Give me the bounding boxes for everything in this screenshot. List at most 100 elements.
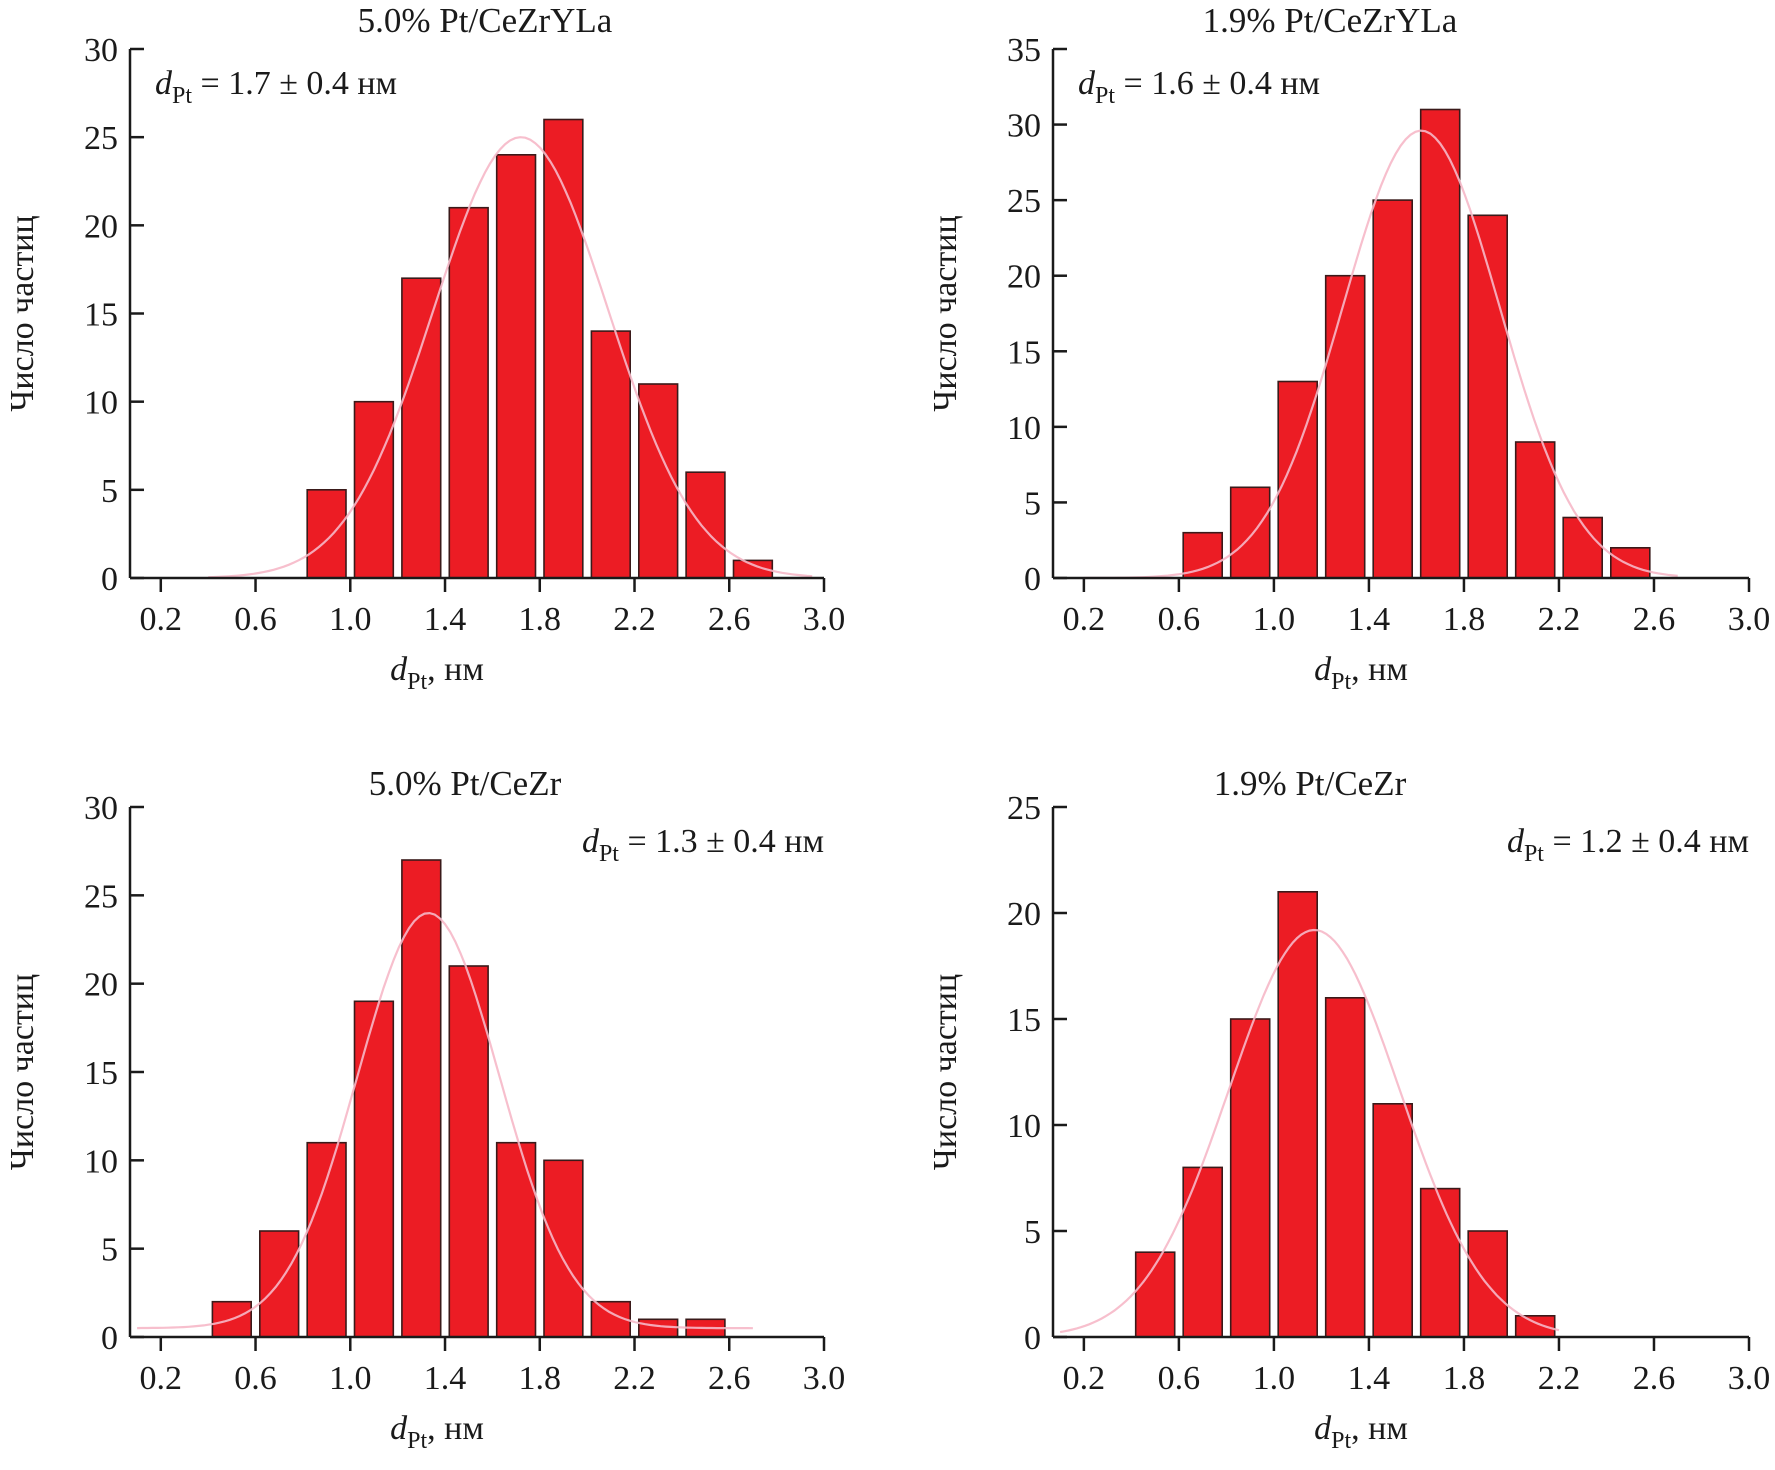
mean-size-annotation-text: = 1.7 ± 0.4 нм [192, 65, 397, 102]
x-tick-label: 1.0 [1253, 601, 1296, 638]
x-tick-label: 0.2 [140, 601, 183, 638]
y-tick-label: 5 [1024, 1214, 1041, 1251]
y-tick-label: 15 [1007, 1002, 1041, 1039]
x-tick-label: 1.4 [424, 601, 467, 638]
y-tick-label: 30 [1007, 108, 1041, 145]
histogram-panel-tr: 1.9% Pt/CeZrYLa 0 5 10 15 20 25 30 35 0.2 0.6 1.0 1.… [927, 1, 1770, 695]
x-tick-label: 0.6 [234, 601, 277, 638]
x-tick-label: 2.6 [1633, 601, 1676, 638]
histogram-bar [590, 330, 632, 579]
x-axis-label-text: , нм [1351, 651, 1408, 688]
x-tick-label: 3.0 [803, 601, 846, 638]
chart-title: 1.9% Pt/CeZrYLa [1203, 1, 1458, 40]
x-tick-label: 3.0 [1728, 601, 1771, 638]
histogram-bar [1324, 274, 1366, 579]
y-tick-label: 30 [84, 32, 118, 69]
x-tick-label: 2.2 [613, 1360, 656, 1397]
histogram-bar [1419, 1187, 1461, 1338]
x-tick-label: 1.0 [329, 1360, 372, 1397]
y-axis-label: Число частиц [4, 974, 41, 1170]
histogram-bar [543, 118, 584, 579]
histogram-panel-br: 1.9% Pt/CeZr 0 5 10 15 20 25 0.2 0.6 1.0 1.4 1.8 2.2… [927, 764, 1770, 1454]
histogram-bar [495, 1141, 537, 1338]
mean-size-annotation: dPt = 1.6 ± 0.4 нм [1078, 65, 1320, 109]
mean-size-annotation: dPt = 1.3 ± 0.4 нм [582, 823, 824, 867]
y-tick-label: 5 [101, 1232, 118, 1269]
x-tick-label: 1.8 [1443, 601, 1486, 638]
histogram-bar [401, 277, 442, 579]
x-axis-label-var: d [390, 651, 408, 688]
y-tick-label: 0 [101, 1320, 118, 1357]
x-tick-label: 1.0 [1253, 1360, 1296, 1397]
histogram-bar [1610, 546, 1651, 579]
x-tick-label: 1.8 [1443, 1360, 1486, 1397]
y-tick-label: 25 [84, 120, 118, 157]
y-tick-label: 0 [1024, 561, 1041, 598]
histogram-panel-tl: 5.0% Pt/CeZrYLa 0 5 10 15 20 25 30 0.2 0.6 1.0 1.4 1… [4, 1, 845, 695]
x-tick-label: 0.6 [1158, 601, 1201, 638]
y-tick-label: 5 [1024, 485, 1041, 522]
x-tick-label: 3.0 [803, 1360, 846, 1397]
mean-size-annotation: dPt = 1.2 ± 0.4 нм [1507, 823, 1749, 867]
y-axis-label: Число частиц [927, 974, 964, 1170]
x-tick-label: 1.4 [1348, 601, 1391, 638]
x-axis-label-text: , нм [1351, 1410, 1408, 1447]
y-tick-label: 10 [84, 1143, 118, 1180]
x-tick-label: 1.4 [1348, 1360, 1391, 1397]
gaussian-fit-curve [208, 136, 813, 579]
x-tick-label: 3.0 [1728, 1360, 1771, 1397]
gaussian-fit-curve [1059, 928, 1560, 1334]
x-tick-label: 0.2 [140, 1360, 183, 1397]
histogram-bar [353, 1000, 395, 1338]
chart-title: 1.9% Pt/CeZr [1214, 764, 1407, 803]
mean-size-annotation: dPt = 1.7 ± 0.4 нм [155, 65, 397, 109]
x-axis-label-var: d [390, 1410, 408, 1447]
y-tick-label: 20 [84, 208, 118, 245]
histogram-bar [637, 1318, 679, 1338]
x-tick-label: 2.2 [1538, 601, 1581, 638]
histogram-bar [1419, 108, 1461, 579]
x-tick-label: 1.4 [424, 1360, 467, 1397]
x-axis-label-sub: Pt [1331, 669, 1351, 695]
x-tick-label: 2.6 [708, 601, 751, 638]
histogram-bar [1277, 890, 1318, 1338]
x-tick-label: 2.6 [708, 1360, 751, 1397]
mean-size-annotation-var: d [1507, 823, 1525, 860]
histogram-bar [1324, 996, 1366, 1338]
histogram-bar [1514, 441, 1556, 579]
y-tick-label: 15 [84, 1055, 118, 1092]
y-tick-label: 20 [84, 967, 118, 1004]
x-axis-label-text: , нм [427, 651, 484, 688]
x-tick-label: 0.2 [1063, 1360, 1106, 1397]
y-tick-label: 25 [1007, 183, 1041, 220]
y-tick-label: 25 [1007, 790, 1041, 827]
y-tick-label: 10 [1007, 1108, 1041, 1145]
mean-size-annotation-var: d [1078, 65, 1096, 102]
y-axis-label: Число частиц [927, 215, 964, 411]
y-tick-label: 5 [101, 473, 118, 510]
x-axis-label: dPt, нм [390, 1410, 484, 1454]
x-axis-label-sub: Pt [407, 669, 427, 695]
y-axis-label: Число частиц [4, 215, 41, 411]
y-tick-label: 15 [1007, 334, 1041, 371]
x-tick-label: 1.8 [519, 601, 562, 638]
histogram-bar [1372, 199, 1413, 579]
gaussian-fit-curve [137, 911, 753, 1330]
x-axis-label: dPt, нм [1314, 1410, 1408, 1454]
x-tick-label: 0.6 [234, 1360, 277, 1397]
x-tick-label: 1.0 [329, 601, 372, 638]
mean-size-annotation-sub: Pt [172, 83, 192, 109]
y-tick-label: 25 [84, 878, 118, 915]
histogram-bar [1229, 486, 1271, 579]
histogram-bar [306, 1141, 347, 1338]
x-tick-label: 2.6 [1633, 1360, 1676, 1397]
mean-size-annotation-text: = 1.3 ± 0.4 нм [619, 823, 824, 860]
x-tick-label: 2.2 [1538, 1360, 1581, 1397]
x-tick-label: 2.2 [613, 601, 656, 638]
histogram-bar [448, 206, 489, 579]
histogram-bar [1562, 516, 1603, 579]
mean-size-annotation-var: d [582, 823, 600, 860]
y-tick-label: 20 [1007, 896, 1041, 933]
x-axis-label-var: d [1314, 1410, 1332, 1447]
